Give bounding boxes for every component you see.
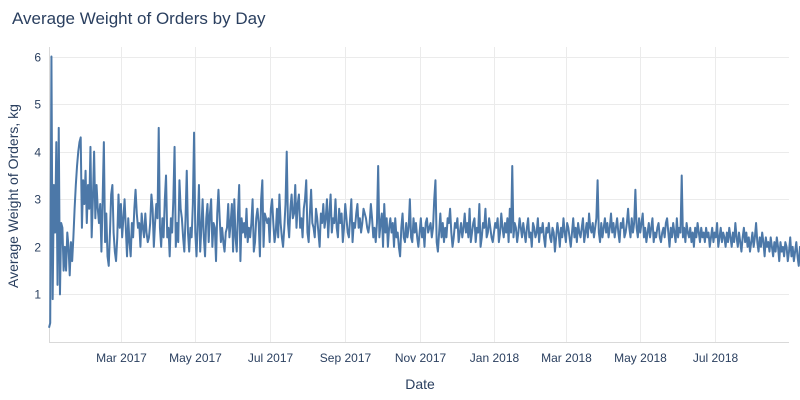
y-tick-label: 4	[34, 146, 41, 160]
chart-title: Average Weight of Orders by Day	[12, 9, 266, 28]
y-tick-label: 1	[34, 288, 41, 302]
y-tick-label: 6	[34, 51, 41, 65]
x-tick-label: Jan 2018	[470, 351, 520, 365]
x-tick-label: May 2017	[169, 351, 222, 365]
series-line-average-weight	[48, 55, 800, 328]
y-tick-labels: 1 2 3 4 5 6	[34, 51, 41, 302]
x-tick-label: Sep 2017	[320, 351, 372, 365]
y-gridlines	[49, 57, 789, 295]
x-tick-labels: Mar 2017 May 2017 Jul 2017 Sep 2017 Nov 2017…	[96, 351, 738, 365]
x-tick-label: Jul 2017	[248, 351, 294, 365]
x-tick-label: Mar 2018	[541, 351, 592, 365]
y-tick-label: 5	[34, 98, 41, 112]
y-tick-label: 3	[34, 193, 41, 207]
x-tick-label: Mar 2017	[96, 351, 147, 365]
x-tick-label: Nov 2017	[395, 351, 447, 365]
y-axis-title: Average Weight of Orders, kg	[5, 104, 21, 288]
x-axis-title: Date	[405, 376, 435, 392]
x-gridlines	[121, 47, 716, 342]
x-tick-label: May 2018	[614, 351, 667, 365]
x-tick-label: Jul 2018	[693, 351, 739, 365]
y-tick-label: 2	[34, 241, 41, 255]
